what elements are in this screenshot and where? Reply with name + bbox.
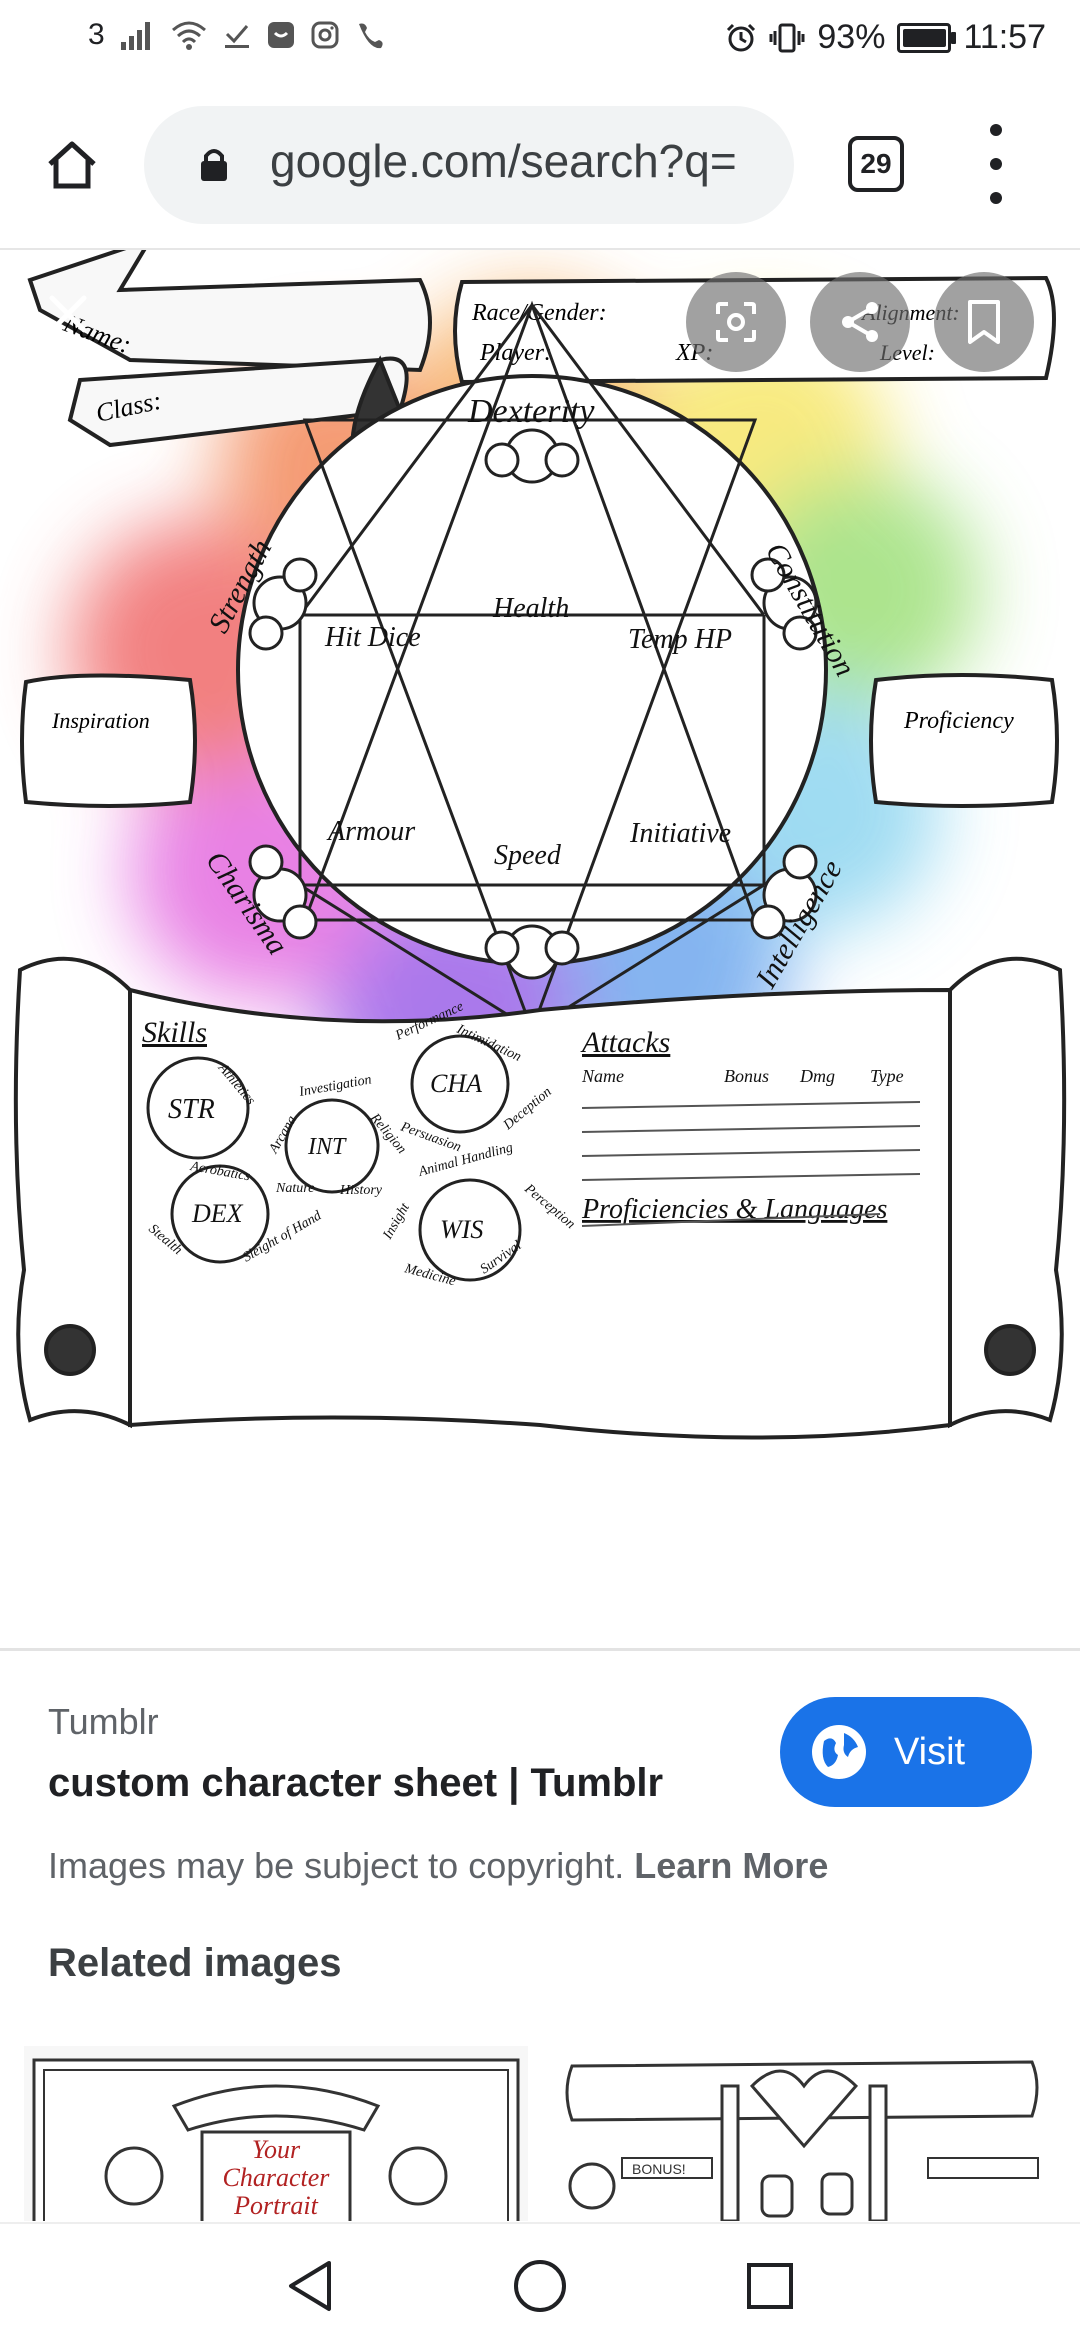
dex-label: DEX <box>191 1199 244 1228</box>
armour-label: Armour <box>326 816 415 847</box>
image-title[interactable]: custom character sheet | Tumblr <box>48 1761 664 1805</box>
clock: 11:57 <box>963 18 1046 56</box>
visit-button[interactable]: Visit <box>780 1697 1032 1807</box>
close-button[interactable] <box>28 274 108 354</box>
image-viewer[interactable]: Name: Class: Race/Gender: Player: XP: Al… <box>0 250 1080 1648</box>
home-button[interactable] <box>44 136 100 192</box>
hit-dice-label: Hit Dice <box>324 622 421 653</box>
copyright-text: Images may be subject to copyright. <box>48 1845 625 1886</box>
divider <box>0 1648 1080 1651</box>
thumb-bonus-text: BONUS! <box>632 2161 686 2177</box>
attack-col-type: Type <box>870 1066 904 1086</box>
related-image-2: BONUS! <box>552 2046 1056 2221</box>
speed-label: Speed <box>494 840 562 871</box>
initiative-label: Initiative <box>629 818 731 849</box>
attack-col-bonus: Bonus <box>724 1066 769 1086</box>
copyright-notice: Images may be subject to copyright. Lear… <box>48 1845 828 1887</box>
visit-label: Visit <box>894 1730 966 1773</box>
recents-icon <box>747 2263 793 2309</box>
battery-percent: 93% <box>817 18 886 56</box>
thumb-text-2: Character <box>223 2163 331 2192</box>
inspiration-label: Inspiration <box>51 708 150 733</box>
attacks-heading: Attacks <box>580 1026 670 1059</box>
proficiency-label: Proficiency <box>903 708 1014 734</box>
character-sheet-image: Name: Class: Race/Gender: Player: XP: Al… <box>13 250 1067 1440</box>
alarm-icon <box>727 23 756 51</box>
back-icon <box>289 2261 331 2311</box>
stats-wheel <box>236 300 828 1035</box>
lens-button[interactable] <box>686 272 786 372</box>
status-bar: 3 93% 11:57 <box>0 0 1080 84</box>
battery-icon <box>897 22 957 53</box>
related-image-thumb[interactable]: Your Character Portrait <box>24 2046 528 2221</box>
inspiration-box: Inspiration <box>20 673 197 808</box>
thumb-text-1: Your <box>252 2135 301 2164</box>
skill-nature: Nature <box>275 1181 314 1196</box>
health-label: Health <box>492 593 569 624</box>
tab-switcher-button[interactable]: 29 <box>848 136 904 192</box>
int-label: INT <box>307 1134 347 1160</box>
home-nav-button[interactable] <box>510 2256 570 2316</box>
wifi-icon <box>171 21 206 50</box>
dexterity-label: Dexterity <box>467 393 595 430</box>
skills-heading: Skills <box>142 1016 207 1049</box>
image-info-panel: Tumblr custom character sheet | Tumblr V… <box>0 1651 1080 2221</box>
address-bar[interactable]: google.com/search?q= <box>144 106 794 224</box>
phone-icon <box>358 23 383 49</box>
recents-button[interactable] <box>740 2256 800 2316</box>
signal-icon <box>120 22 150 50</box>
close-icon <box>49 295 87 333</box>
related-image-thumb[interactable]: BONUS! <box>552 2046 1056 2221</box>
app-icon <box>267 22 294 48</box>
notification-count: 3 <box>88 18 105 51</box>
share-button[interactable] <box>810 272 910 372</box>
skill-clusters <box>146 1034 522 1282</box>
url-text: google.com/search?q= <box>270 135 737 187</box>
instagram-icon <box>311 21 339 49</box>
more-vert-icon[interactable] <box>984 124 1008 204</box>
related-images-heading: Related images <box>48 1941 342 1985</box>
home-circle-icon <box>514 2260 566 2312</box>
attack-lines <box>581 1101 921 1227</box>
source-name[interactable]: Tumblr <box>48 1701 159 1742</box>
share-icon <box>842 302 878 342</box>
lens-icon <box>716 302 756 342</box>
proficiency-box: Proficiency <box>869 673 1059 808</box>
skill-history: History <box>339 1183 383 1198</box>
back-button[interactable] <box>280 2256 340 2316</box>
lock-icon <box>201 149 227 181</box>
temp-hp-label: Temp HP <box>628 624 732 655</box>
system-nav-bar <box>0 2222 1080 2342</box>
str-label: STR <box>168 1094 215 1125</box>
bookmark-icon <box>968 300 1000 344</box>
vibrate-icon <box>769 23 805 52</box>
save-bookmark-button[interactable] <box>934 272 1034 372</box>
status-right: 93% 11:57 <box>725 18 1046 57</box>
attack-col-name: Name <box>581 1066 624 1086</box>
home-icon <box>48 141 96 189</box>
attack-col-dmg: Dmg <box>799 1066 835 1086</box>
attack-columns: Name Bonus Dmg Type <box>581 1066 904 1086</box>
check-icon <box>224 25 249 48</box>
related-image-1: Your Character Portrait <box>32 2058 520 2221</box>
thumb-text-3: Portrait <box>233 2191 319 2220</box>
globe-icon <box>812 1725 866 1779</box>
status-left: 3 <box>88 18 385 52</box>
wis-label: WIS <box>440 1215 483 1244</box>
browser-toolbar: google.com/search?q= 29 <box>0 84 1080 250</box>
cha-label: CHA <box>430 1069 482 1098</box>
learn-more-link[interactable]: Learn More <box>634 1845 829 1886</box>
